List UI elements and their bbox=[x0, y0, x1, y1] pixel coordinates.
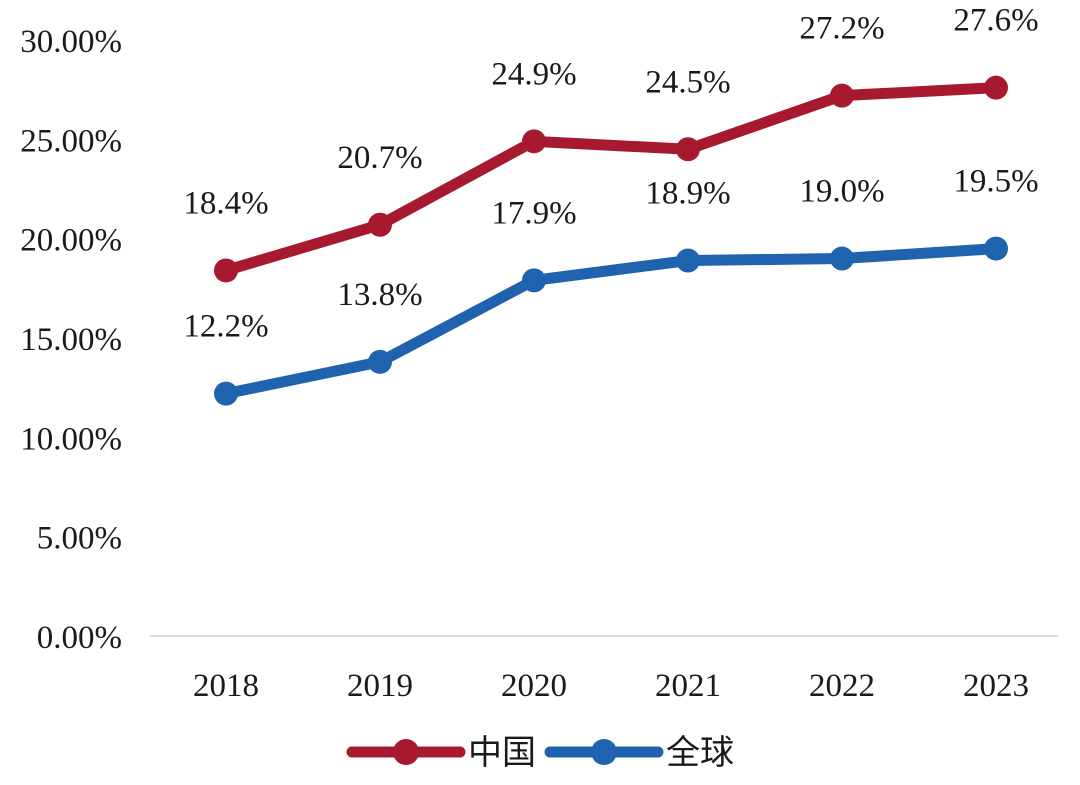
data-labels: 18.4% 20.7% 24.9% 24.5% 27.2% 27.6% 12.2% 13.8%… bbox=[183, 3, 1038, 345]
data-label: 19.0% bbox=[799, 174, 884, 210]
data-point bbox=[676, 248, 700, 273]
data-label: 20.7% bbox=[337, 140, 422, 176]
data-label: 18.9% bbox=[645, 176, 730, 212]
data-label: 24.5% bbox=[645, 64, 730, 100]
series-line-1 bbox=[220, 243, 1002, 400]
data-label: 13.8% bbox=[337, 277, 422, 313]
x-tick-label: 2018 bbox=[193, 668, 259, 704]
legend: 中国 全球 bbox=[346, 733, 734, 773]
y-tick-label: 15.00% bbox=[20, 322, 122, 358]
y-tick-label: 30.00% bbox=[20, 24, 122, 60]
data-point bbox=[368, 349, 392, 374]
data-label: 12.2% bbox=[183, 309, 268, 345]
data-point bbox=[522, 268, 546, 293]
data-label: 27.2% bbox=[799, 11, 884, 47]
x-tick-label: 2020 bbox=[501, 668, 567, 704]
plot-area bbox=[214, 75, 1008, 406]
data-point bbox=[830, 83, 854, 108]
y-tick-label: 20.00% bbox=[20, 223, 122, 259]
legend-marker bbox=[591, 739, 617, 765]
data-label: 24.9% bbox=[491, 56, 576, 92]
data-label: 17.9% bbox=[491, 195, 576, 231]
data-point bbox=[984, 75, 1008, 100]
y-tick-label: 5.00% bbox=[37, 521, 122, 557]
data-point bbox=[368, 212, 392, 237]
data-point bbox=[214, 381, 238, 406]
x-axis: 2018 2019 2020 2021 2022 2023 bbox=[150, 635, 1058, 704]
data-label: 18.4% bbox=[183, 185, 268, 221]
y-tick-label: 0.00% bbox=[37, 620, 122, 656]
data-point bbox=[830, 246, 854, 271]
legend-label: 全球 bbox=[666, 733, 734, 773]
x-tick-label: 2019 bbox=[347, 668, 413, 704]
data-point bbox=[676, 137, 700, 162]
series-line-0 bbox=[220, 82, 1002, 276]
data-point bbox=[984, 236, 1008, 261]
y-axis: 0.00% 5.00% 10.00% 15.00% 20.00% 25.00% 30.00% bbox=[20, 24, 122, 656]
y-tick-label: 25.00% bbox=[20, 123, 122, 159]
y-tick-label: 10.00% bbox=[20, 421, 122, 457]
data-point bbox=[214, 258, 238, 283]
x-tick-label: 2023 bbox=[963, 668, 1029, 704]
data-point bbox=[522, 129, 546, 154]
legend-marker bbox=[393, 739, 419, 765]
data-label: 27.6% bbox=[953, 3, 1038, 39]
x-tick-label: 2021 bbox=[655, 668, 721, 704]
legend-label: 中国 bbox=[468, 733, 536, 773]
x-tick-label: 2022 bbox=[809, 668, 875, 704]
data-label: 19.5% bbox=[953, 164, 1038, 200]
